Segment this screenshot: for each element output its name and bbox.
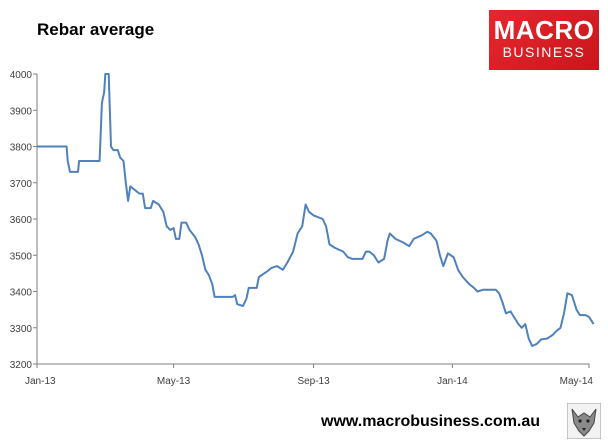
x-tick-label: May-14: [560, 376, 594, 387]
y-tick-label: 3200: [10, 360, 33, 371]
y-tick-label: 3400: [10, 288, 33, 299]
x-tick-label: Sep-13: [297, 376, 330, 387]
logo-line-2: BUSINESS: [502, 44, 586, 60]
y-tick-label: 3800: [10, 143, 33, 154]
x-tick-label: Jan-14: [437, 376, 468, 387]
rebar-series-line: [37, 73, 595, 347]
footer-url: www.macrobusiness.com.au: [321, 413, 541, 430]
chart-title: Rebar average: [37, 20, 155, 39]
x-axis: Jan-13 May-13 Sep-13 Jan-14 May-14: [25, 363, 594, 387]
wolf-logo-icon: [567, 403, 601, 439]
y-axis: 3200 3300 3400 3500 3600 3700 3800 3900 4000: [10, 70, 38, 371]
x-tick-label: Jan-13: [25, 376, 56, 387]
y-tick-label: 3300: [10, 324, 33, 335]
macro-business-logo: MACRO BUSINESS: [489, 10, 599, 70]
plot-area: [37, 73, 595, 347]
y-tick-label: 4000: [10, 70, 33, 81]
x-tick-label: May-13: [157, 376, 191, 387]
y-tick-label: 3900: [10, 106, 33, 117]
logo-line-1: MACRO: [493, 15, 595, 45]
y-tick-label: 3700: [10, 179, 33, 190]
y-tick-label: 3600: [10, 215, 33, 226]
y-tick-label: 3500: [10, 251, 33, 262]
